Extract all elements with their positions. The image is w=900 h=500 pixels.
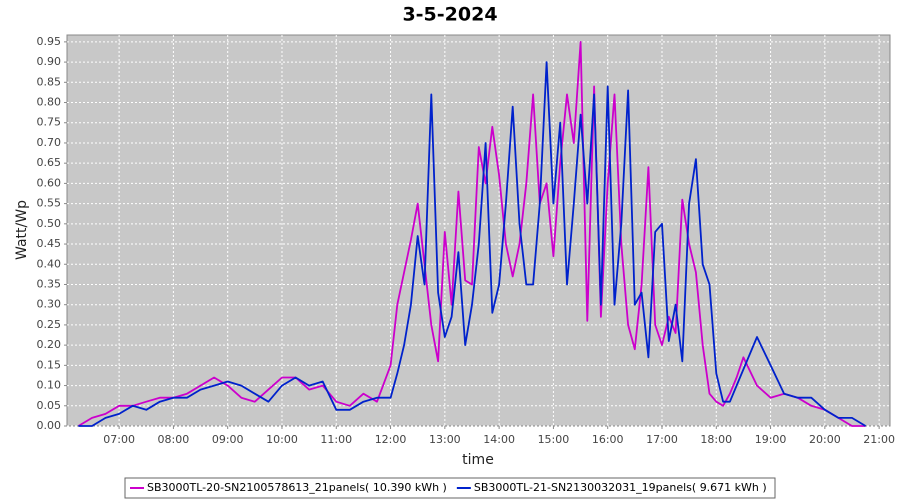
y-tick-label: 0.40	[37, 257, 62, 270]
y-tick-label: 0.70	[37, 136, 62, 149]
x-tick-label: 15:00	[538, 433, 570, 446]
series-line	[78, 61, 867, 427]
x-tick-label: 14:00	[483, 433, 515, 446]
x-tick-label: 10:00	[266, 433, 298, 446]
series-line	[77, 41, 866, 427]
chart-title: 3-5-2024	[402, 4, 497, 26]
x-tick-label: 20:00	[809, 433, 841, 446]
legend-box	[124, 477, 776, 499]
y-tick-label: 0.75	[37, 116, 62, 129]
x-tick-label: 21:00	[863, 433, 895, 446]
y-tick-label: 0.90	[37, 55, 62, 68]
y-tick-label: 0.35	[37, 277, 62, 290]
y-tick-label: 0.05	[37, 399, 62, 412]
y-tick-label: 0.45	[37, 237, 62, 250]
y-axis-label: Watt/Wp	[14, 200, 30, 260]
x-tick-label: 09:00	[212, 433, 244, 446]
x-tick-label: 12:00	[375, 433, 407, 446]
y-tick-label: 0.20	[37, 338, 62, 351]
x-tick-label: 18:00	[700, 433, 732, 446]
y-tick-label: 0.00	[37, 419, 62, 432]
y-tick-label: 0.50	[37, 217, 62, 230]
x-tick-label: 08:00	[158, 433, 190, 446]
x-tick-label: 16:00	[592, 433, 624, 446]
y-tick-label: 0.85	[37, 75, 62, 88]
x-tick-label: 17:00	[646, 433, 678, 446]
x-tick-label: 13:00	[429, 433, 461, 446]
plot-area	[66, 34, 891, 427]
y-tick-label: 0.10	[37, 379, 62, 392]
legend-label: SB3000TL-21-SN2130032031_19panels( 9.671…	[474, 481, 767, 494]
y-tick-label: 0.30	[37, 298, 62, 311]
x-tick-label: 11:00	[320, 433, 352, 446]
x-axis-label: time	[462, 452, 494, 468]
x-tick-label: 19:00	[755, 433, 787, 446]
y-tick-label: 0.25	[37, 318, 62, 331]
legend-label: SB3000TL-20-SN2100578613_21panels( 10.39…	[147, 481, 447, 494]
x-tick-label: 07:00	[103, 433, 135, 446]
y-tick-label: 0.65	[37, 156, 62, 169]
y-tick-label: 0.80	[37, 96, 62, 109]
y-tick-label: 0.60	[37, 176, 62, 189]
y-tick-label: 0.95	[37, 35, 62, 48]
y-tick-label: 0.15	[37, 358, 62, 371]
y-tick-label: 0.55	[37, 197, 62, 210]
